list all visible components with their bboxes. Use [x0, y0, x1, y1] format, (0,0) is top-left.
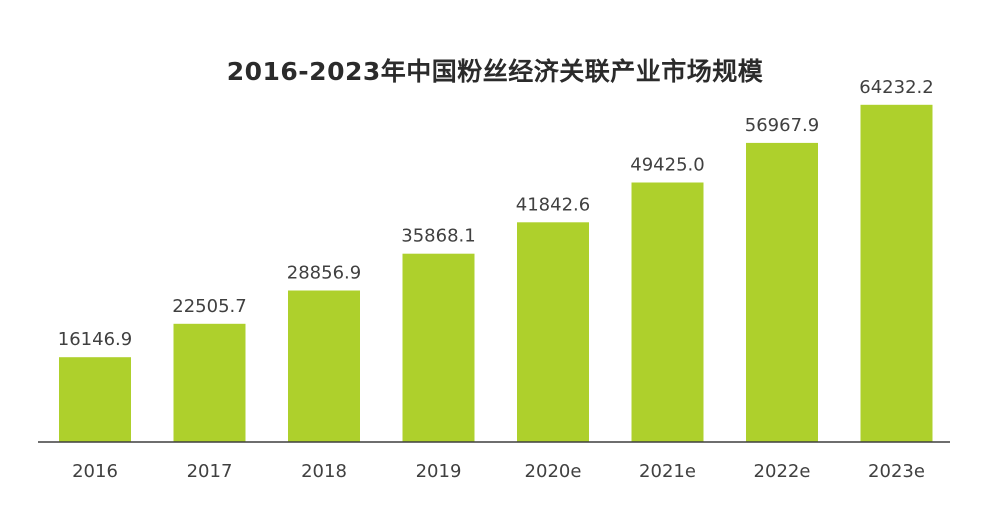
- value-label-2021e: 49425.0: [630, 155, 704, 176]
- tick-label-2022e: 2022e: [754, 461, 811, 482]
- tick-label-2018: 2018: [301, 461, 347, 482]
- value-label-2017: 22505.7: [172, 296, 246, 317]
- tick-label-2021e: 2021e: [639, 461, 696, 482]
- value-label-2022e: 56967.9: [745, 115, 819, 136]
- bar-2020e: [517, 222, 589, 442]
- bar-2021e: [631, 182, 704, 442]
- bar-2019: [402, 253, 475, 442]
- bars-layer: [59, 104, 933, 443]
- tick-label-2023e: 2023e: [868, 461, 925, 482]
- value-labels-layer: 16146.9 22505.7 28856.9 35868.1 41842.6 49425…: [58, 77, 934, 350]
- value-label-2020e: 41842.6: [516, 194, 590, 215]
- bar-2016: [59, 357, 131, 442]
- value-label-2018: 28856.9: [287, 263, 361, 284]
- bar-2018: [288, 290, 360, 442]
- bar-2022e: [746, 142, 818, 442]
- tick-label-2020e: 2020e: [525, 461, 582, 482]
- bar-2017: [173, 323, 246, 442]
- tick-label-2019: 2019: [416, 461, 462, 482]
- bar-2023e: [860, 104, 933, 443]
- tick-labels-layer: 2016 2017 2018 2019 2020e 2021e 2022e 2023e: [72, 461, 925, 482]
- tick-label-2016: 2016: [72, 461, 118, 482]
- tick-label-2017: 2017: [187, 461, 233, 482]
- value-label-2023e: 64232.2: [859, 77, 933, 98]
- value-label-2016: 16146.9: [58, 329, 132, 350]
- chart-title: 2016-2023年中国粉丝经济关联产业市场规模: [226, 57, 764, 86]
- value-label-2019: 35868.1: [401, 226, 475, 247]
